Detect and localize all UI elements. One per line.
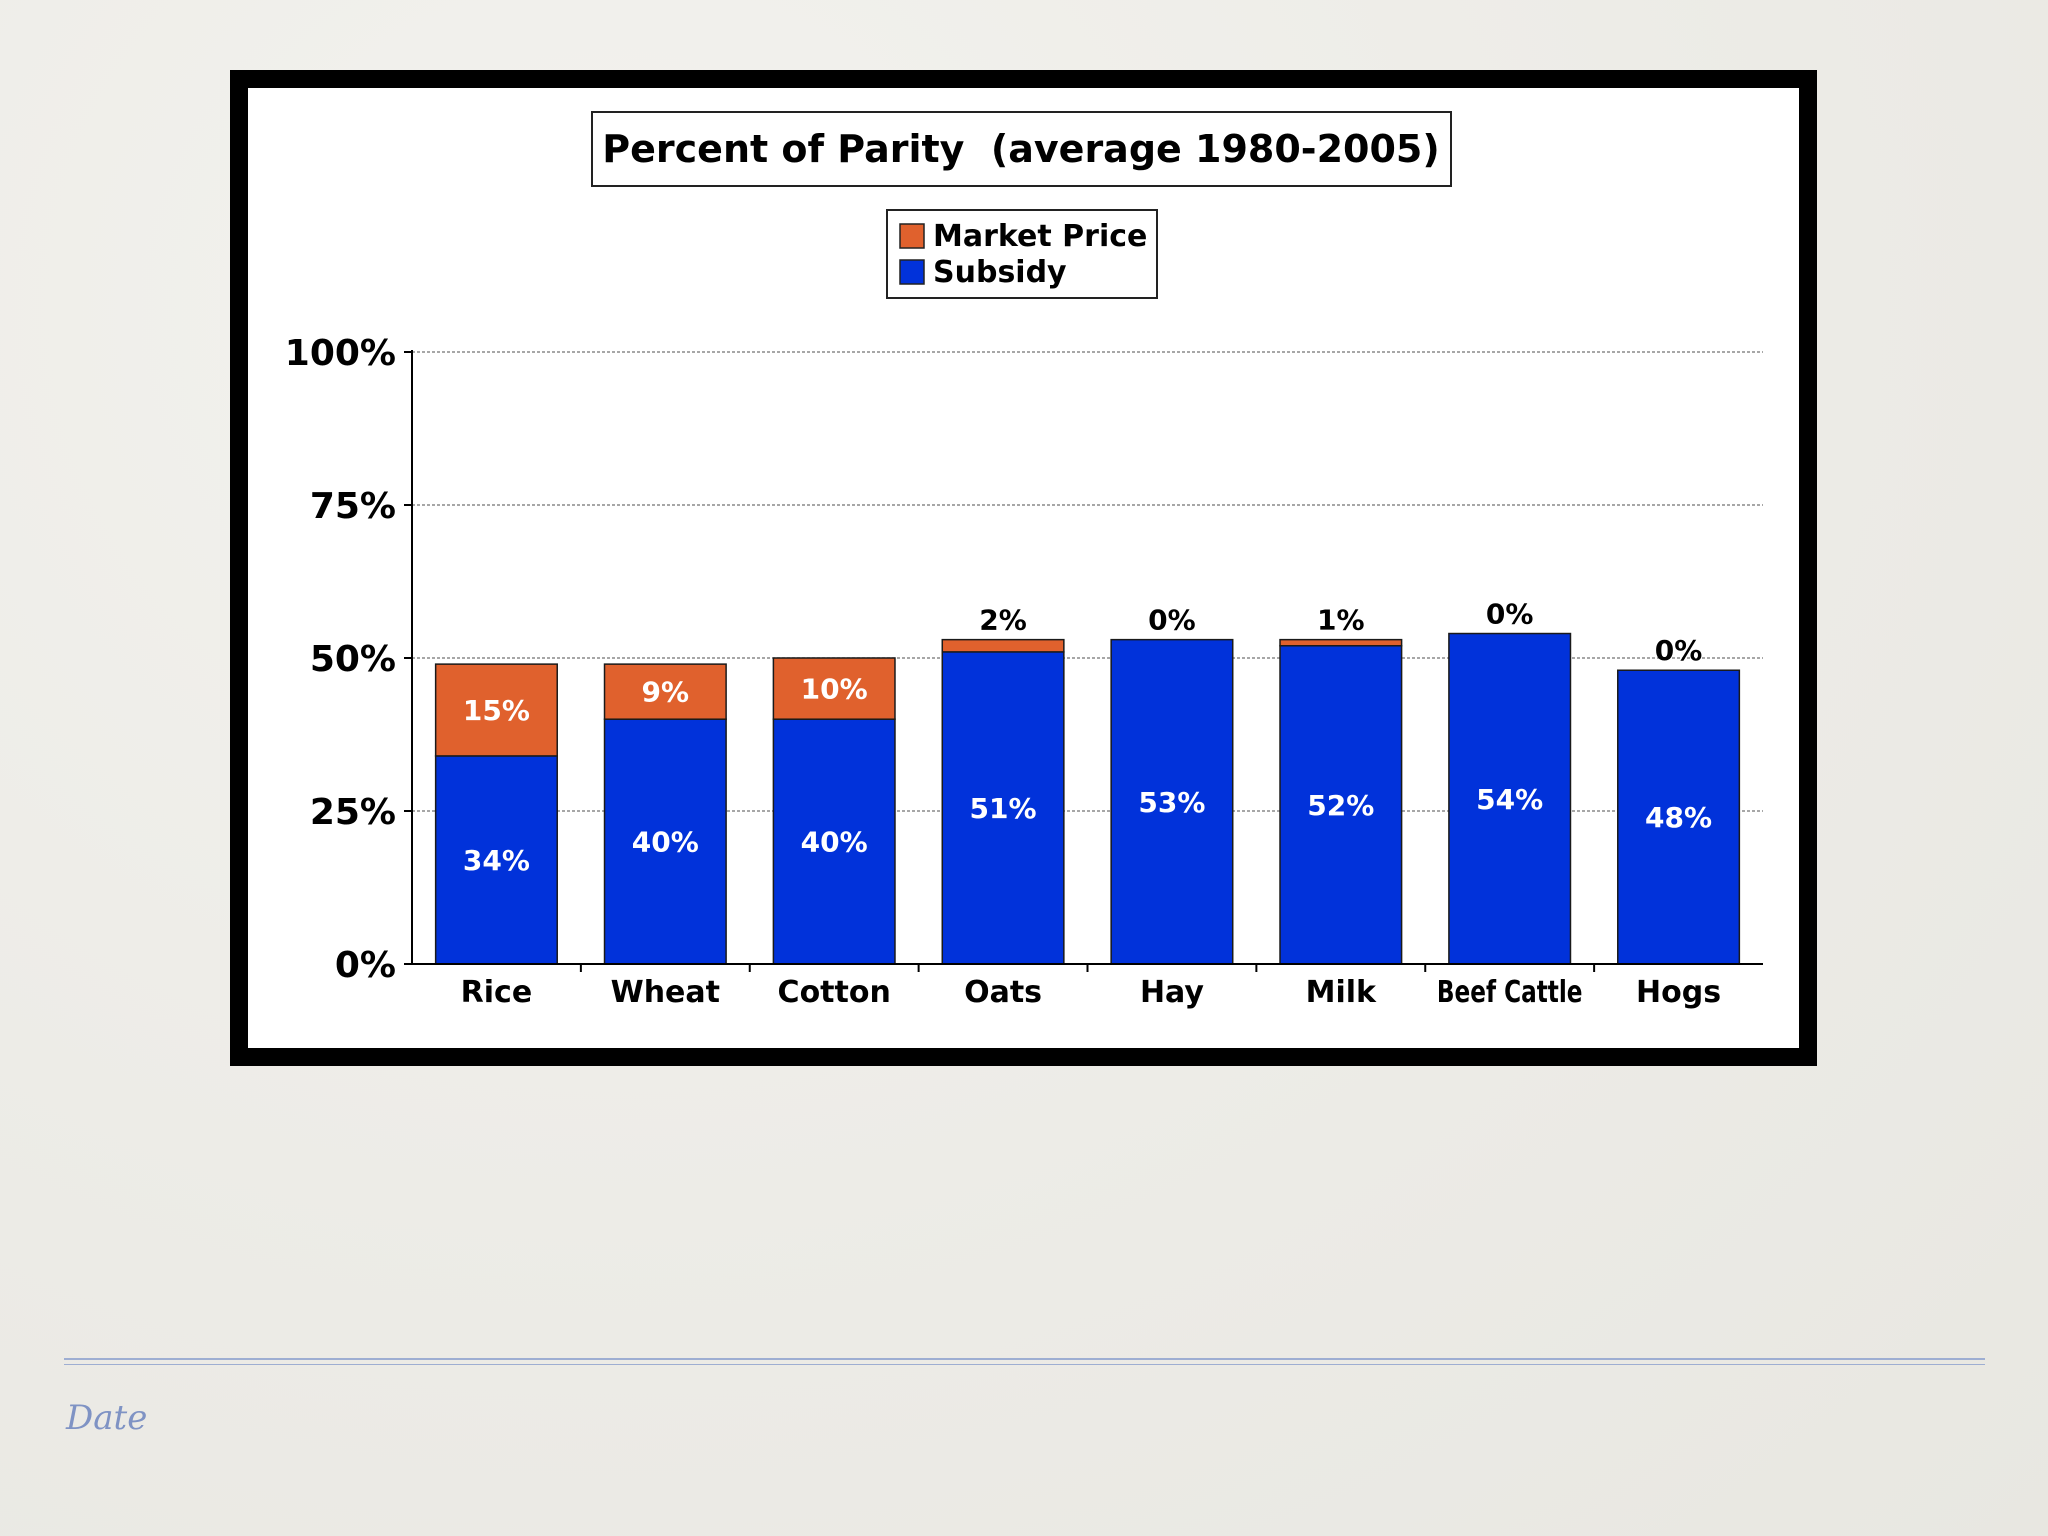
bar-subsidy-milk [1279,645,1403,965]
footer-divider [64,1358,1985,1360]
x-tick-label: Beef Cattle [1437,975,1583,1010]
x-tick-label: Rice [461,975,533,1010]
y-tick-label: 75% [310,486,396,527]
data-label-market-price: 0% [1655,634,1703,667]
chart-frame: Percent of Parity (average 1980-2005) Ma… [230,70,1817,1066]
data-label-subsidy: 53% [1138,786,1205,819]
bar-market-price-rice [434,663,558,757]
chart-legend: Market Price Subsidy [886,209,1158,299]
data-label-subsidy: 40% [632,826,699,859]
legend-swatch-market-price [899,223,925,249]
x-tick-label: Hogs [1636,975,1721,1010]
data-label-market-price: 10% [801,673,868,706]
bar-market-price-oats [941,638,1065,653]
data-label-market-price: 9% [642,676,690,709]
data-label-market-price: 2% [979,604,1027,637]
data-label-market-price: 0% [1148,604,1196,637]
bar-chart: Percent of Parity (average 1980-2005) Ma… [248,88,1799,1048]
legend-box [886,209,1158,299]
legend-label-subsidy: Subsidy [933,255,1067,290]
data-label-subsidy: 54% [1476,783,1543,816]
bar-market-price-milk [1279,638,1403,647]
chart-title: Percent of Parity (average 1980-2005) [602,127,1439,171]
data-label-subsidy: 48% [1645,801,1712,834]
data-label-market-price: 1% [1317,604,1365,637]
legend-swatch-subsidy [899,259,925,285]
bar-subsidy-hay [1110,638,1234,965]
bar-market-price-cotton [772,657,896,720]
data-label-subsidy: 51% [970,792,1037,825]
data-label-subsidy: 40% [801,826,868,859]
bar-subsidy-beef-cattle [1448,632,1572,965]
y-tick-label: 100% [285,333,396,374]
x-tick-label: Milk [1306,975,1377,1010]
x-tick-label: Cotton [778,975,891,1010]
y-tick-label: 25% [310,792,396,833]
x-tick-label: Hay [1140,975,1204,1010]
y-tick-label: 0% [335,945,396,986]
bar-subsidy-hogs [1617,669,1741,965]
x-tick-label: Wheat [611,975,720,1010]
data-label-market-price: 15% [463,694,530,727]
legend-label-market-price: Market Price [933,219,1147,254]
chart-title-box [591,111,1452,187]
y-tick-label: 50% [310,639,396,680]
footer-divider-thin [64,1364,1985,1365]
data-label-subsidy: 34% [463,844,530,877]
bar-subsidy-cotton [772,718,896,965]
bar-subsidy-oats [941,651,1065,965]
bar-subsidy-rice [434,755,558,965]
footer-date: Date [66,1398,148,1438]
data-label-market-price: 0% [1486,598,1534,631]
bar-subsidy-wheat [603,718,727,965]
data-label-subsidy: 52% [1307,789,1374,822]
bar-market-price-wheat [603,663,727,720]
x-tick-label: Oats [964,975,1042,1010]
